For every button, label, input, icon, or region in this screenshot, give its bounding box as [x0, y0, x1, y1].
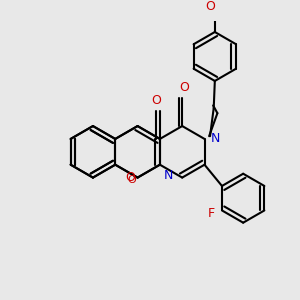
- Text: O: O: [179, 81, 189, 94]
- Text: O: O: [125, 171, 135, 184]
- Text: O: O: [151, 94, 161, 107]
- Text: N: N: [211, 132, 220, 146]
- Text: O: O: [128, 175, 136, 185]
- Text: N: N: [164, 169, 173, 182]
- Text: O: O: [205, 1, 215, 13]
- Text: F: F: [208, 207, 214, 220]
